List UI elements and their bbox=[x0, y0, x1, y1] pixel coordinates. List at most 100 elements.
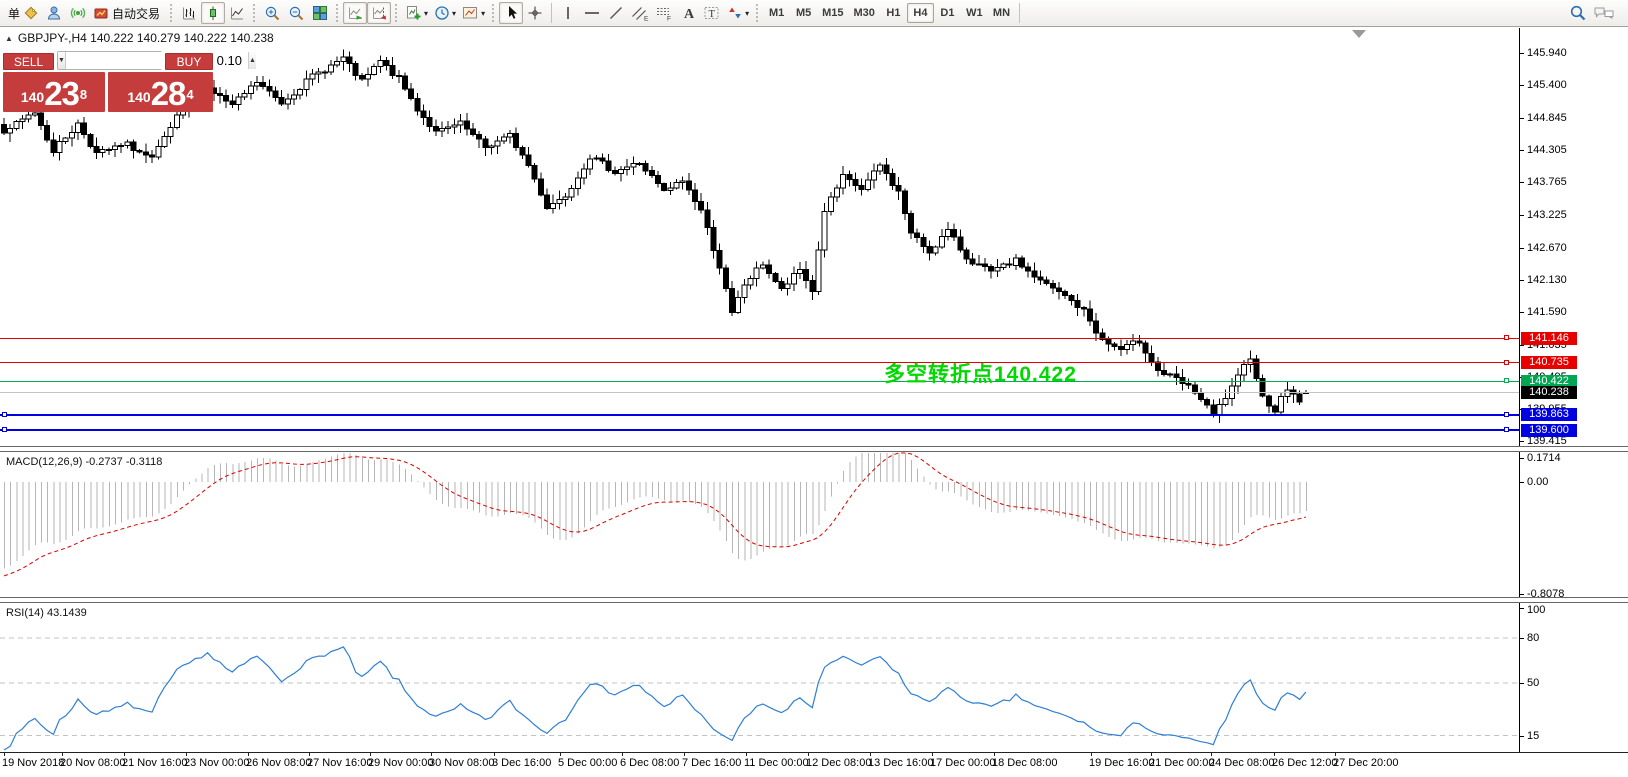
buy-price-big: 28 bbox=[150, 75, 187, 112]
rsi-tick-mark bbox=[1520, 608, 1524, 609]
text-label-tool-button[interactable]: T bbox=[700, 2, 724, 24]
time-axis-label: 19 Nov 2018 bbox=[2, 757, 65, 769]
time-tick-mark bbox=[186, 752, 187, 756]
volume-increase-button[interactable]: ▲ bbox=[248, 52, 256, 69]
time-axis-label: 21 Nov 16:00 bbox=[122, 757, 188, 769]
search-button[interactable] bbox=[1566, 2, 1590, 24]
autotrading-button[interactable]: 自动交易 bbox=[90, 2, 166, 24]
level-line-handle[interactable] bbox=[2, 427, 7, 433]
time-axis-border bbox=[0, 752, 1628, 753]
timeframe-button-h4[interactable]: H4 bbox=[906, 3, 934, 23]
vertical-line-tool-button[interactable] bbox=[556, 2, 580, 24]
timeframe-button-m15[interactable]: M15 bbox=[822, 7, 844, 19]
toolbar-grip[interactable] bbox=[754, 3, 760, 23]
chart-shift-icon bbox=[372, 7, 386, 20]
timeframe-button-m30[interactable]: M30 bbox=[853, 7, 875, 19]
timeframe-button-h1[interactable]: H1 bbox=[886, 7, 901, 19]
fibonacci-tool-button[interactable]: F bbox=[652, 2, 676, 24]
zoom-in-button[interactable] bbox=[260, 2, 284, 24]
bar-chart-button[interactable] bbox=[177, 2, 201, 24]
text-tool-button[interactable]: A bbox=[676, 2, 700, 24]
sell-button[interactable]: SELL bbox=[3, 53, 54, 70]
timeframe-group: M1 M5 M15 M30 H1 H4 D1 W1 MN bbox=[763, 3, 1015, 23]
price-axis-badge-141.146: 141.146 bbox=[1521, 331, 1577, 345]
timeframe-button-m1[interactable]: M1 bbox=[768, 7, 785, 19]
templates-button[interactable]: ▾ bbox=[459, 2, 488, 24]
arrows-tool-button[interactable]: ▾ bbox=[724, 2, 752, 24]
time-axis-label: 5 Dec 00:00 bbox=[558, 757, 618, 769]
new-order-button[interactable]: 单 bbox=[2, 2, 42, 24]
time-tick-mark bbox=[622, 752, 623, 756]
pane-splitter-macd[interactable] bbox=[0, 446, 1628, 452]
periods-button[interactable]: ▾ bbox=[431, 2, 459, 24]
timeframe-button-d1[interactable]: D1 bbox=[940, 7, 955, 19]
timeframe-button-w1[interactable]: W1 bbox=[966, 7, 983, 19]
periods-clock-icon bbox=[435, 6, 449, 20]
time-tick-mark bbox=[808, 752, 809, 756]
buy-button[interactable]: BUY bbox=[165, 53, 213, 70]
toolbar-grip[interactable] bbox=[334, 3, 340, 23]
level-line-handle[interactable] bbox=[1504, 411, 1509, 417]
line-chart-icon bbox=[231, 7, 244, 20]
rsi-tick-label: 80 bbox=[1527, 632, 1540, 644]
macd-pane[interactable] bbox=[0, 452, 1519, 597]
level-line-handle[interactable] bbox=[1504, 378, 1509, 384]
horizontal-line-tool-button[interactable] bbox=[580, 2, 604, 24]
chat-button[interactable] bbox=[1590, 2, 1618, 24]
time-axis-label: 23 Nov 00:00 bbox=[184, 757, 250, 769]
level-line-handle[interactable] bbox=[1504, 359, 1509, 365]
buy-price-panel[interactable]: 140 28 4 bbox=[108, 72, 213, 112]
volume-decrease-button[interactable]: ▼ bbox=[58, 52, 65, 69]
auto-scroll-button[interactable] bbox=[343, 2, 368, 24]
toolbar-grip[interactable] bbox=[490, 3, 496, 23]
horizontal-level-line-139.600[interactable] bbox=[0, 429, 1519, 432]
macd-tick-mark bbox=[1520, 482, 1524, 483]
equidistant-channel-tool-button[interactable]: E bbox=[628, 2, 652, 24]
rsi-pane[interactable] bbox=[0, 603, 1519, 752]
price-axis-badge-139.863: 139.863 bbox=[1521, 408, 1577, 422]
collapse-panel-icon[interactable]: ▲ bbox=[5, 34, 13, 43]
level-line-handle[interactable] bbox=[1504, 427, 1509, 433]
time-tick-mark bbox=[1335, 752, 1336, 756]
chart-shift-button[interactable] bbox=[367, 2, 392, 24]
dropdown-arrow-icon[interactable]: ▾ bbox=[424, 8, 429, 18]
time-tick-mark bbox=[684, 752, 685, 756]
pane-splitter-rsi[interactable] bbox=[0, 597, 1628, 603]
horizontal-level-line-140.735[interactable] bbox=[0, 362, 1519, 364]
add-indicator-button[interactable]: ▾ bbox=[402, 2, 431, 24]
level-line-handle[interactable] bbox=[2, 411, 7, 417]
timeframe-button-mn[interactable]: MN bbox=[992, 7, 1011, 19]
volume-input[interactable] bbox=[64, 52, 249, 69]
candlestick-chart-button[interactable] bbox=[201, 2, 226, 24]
horizontal-level-line-140.422[interactable] bbox=[0, 380, 1519, 382]
text-icon: A bbox=[684, 7, 695, 21]
metaeditor-button[interactable] bbox=[42, 2, 66, 24]
dropdown-arrow-icon[interactable]: ▾ bbox=[452, 8, 457, 18]
tile-windows-button[interactable] bbox=[308, 2, 332, 24]
sell-price-panel[interactable]: 140 23 8 bbox=[3, 72, 105, 112]
level-line-handle[interactable] bbox=[1504, 335, 1509, 341]
dropdown-arrow-icon[interactable]: ▾ bbox=[745, 8, 750, 18]
time-tick-mark bbox=[1274, 752, 1275, 756]
current-price-line[interactable] bbox=[0, 391, 1519, 393]
price-axis-badge-140.735: 140.735 bbox=[1521, 356, 1577, 370]
chart-shift-marker-icon[interactable] bbox=[1352, 30, 1366, 38]
toolbar-grip[interactable] bbox=[393, 3, 399, 23]
line-chart-button[interactable] bbox=[225, 2, 249, 24]
toolbar-grip[interactable] bbox=[251, 3, 257, 23]
candlestick-price-pane[interactable] bbox=[0, 28, 1519, 446]
rsi-tick-mark bbox=[1520, 735, 1524, 737]
dropdown-arrow-icon[interactable]: ▾ bbox=[481, 8, 486, 18]
horizontal-level-line-141.146[interactable] bbox=[0, 337, 1519, 339]
toolbar-grip[interactable] bbox=[168, 3, 174, 23]
trendline-tool-button[interactable] bbox=[604, 2, 628, 24]
signals-button[interactable] bbox=[66, 2, 90, 24]
crosshair-tool-button[interactable] bbox=[523, 2, 547, 24]
cursor-tool-button[interactable] bbox=[499, 2, 524, 24]
price-tick-mark bbox=[1520, 311, 1524, 313]
horizontal-level-line-139.863[interactable] bbox=[0, 413, 1519, 416]
zoom-out-button[interactable] bbox=[284, 2, 308, 24]
timeframe-button-m5[interactable]: M5 bbox=[795, 7, 812, 19]
